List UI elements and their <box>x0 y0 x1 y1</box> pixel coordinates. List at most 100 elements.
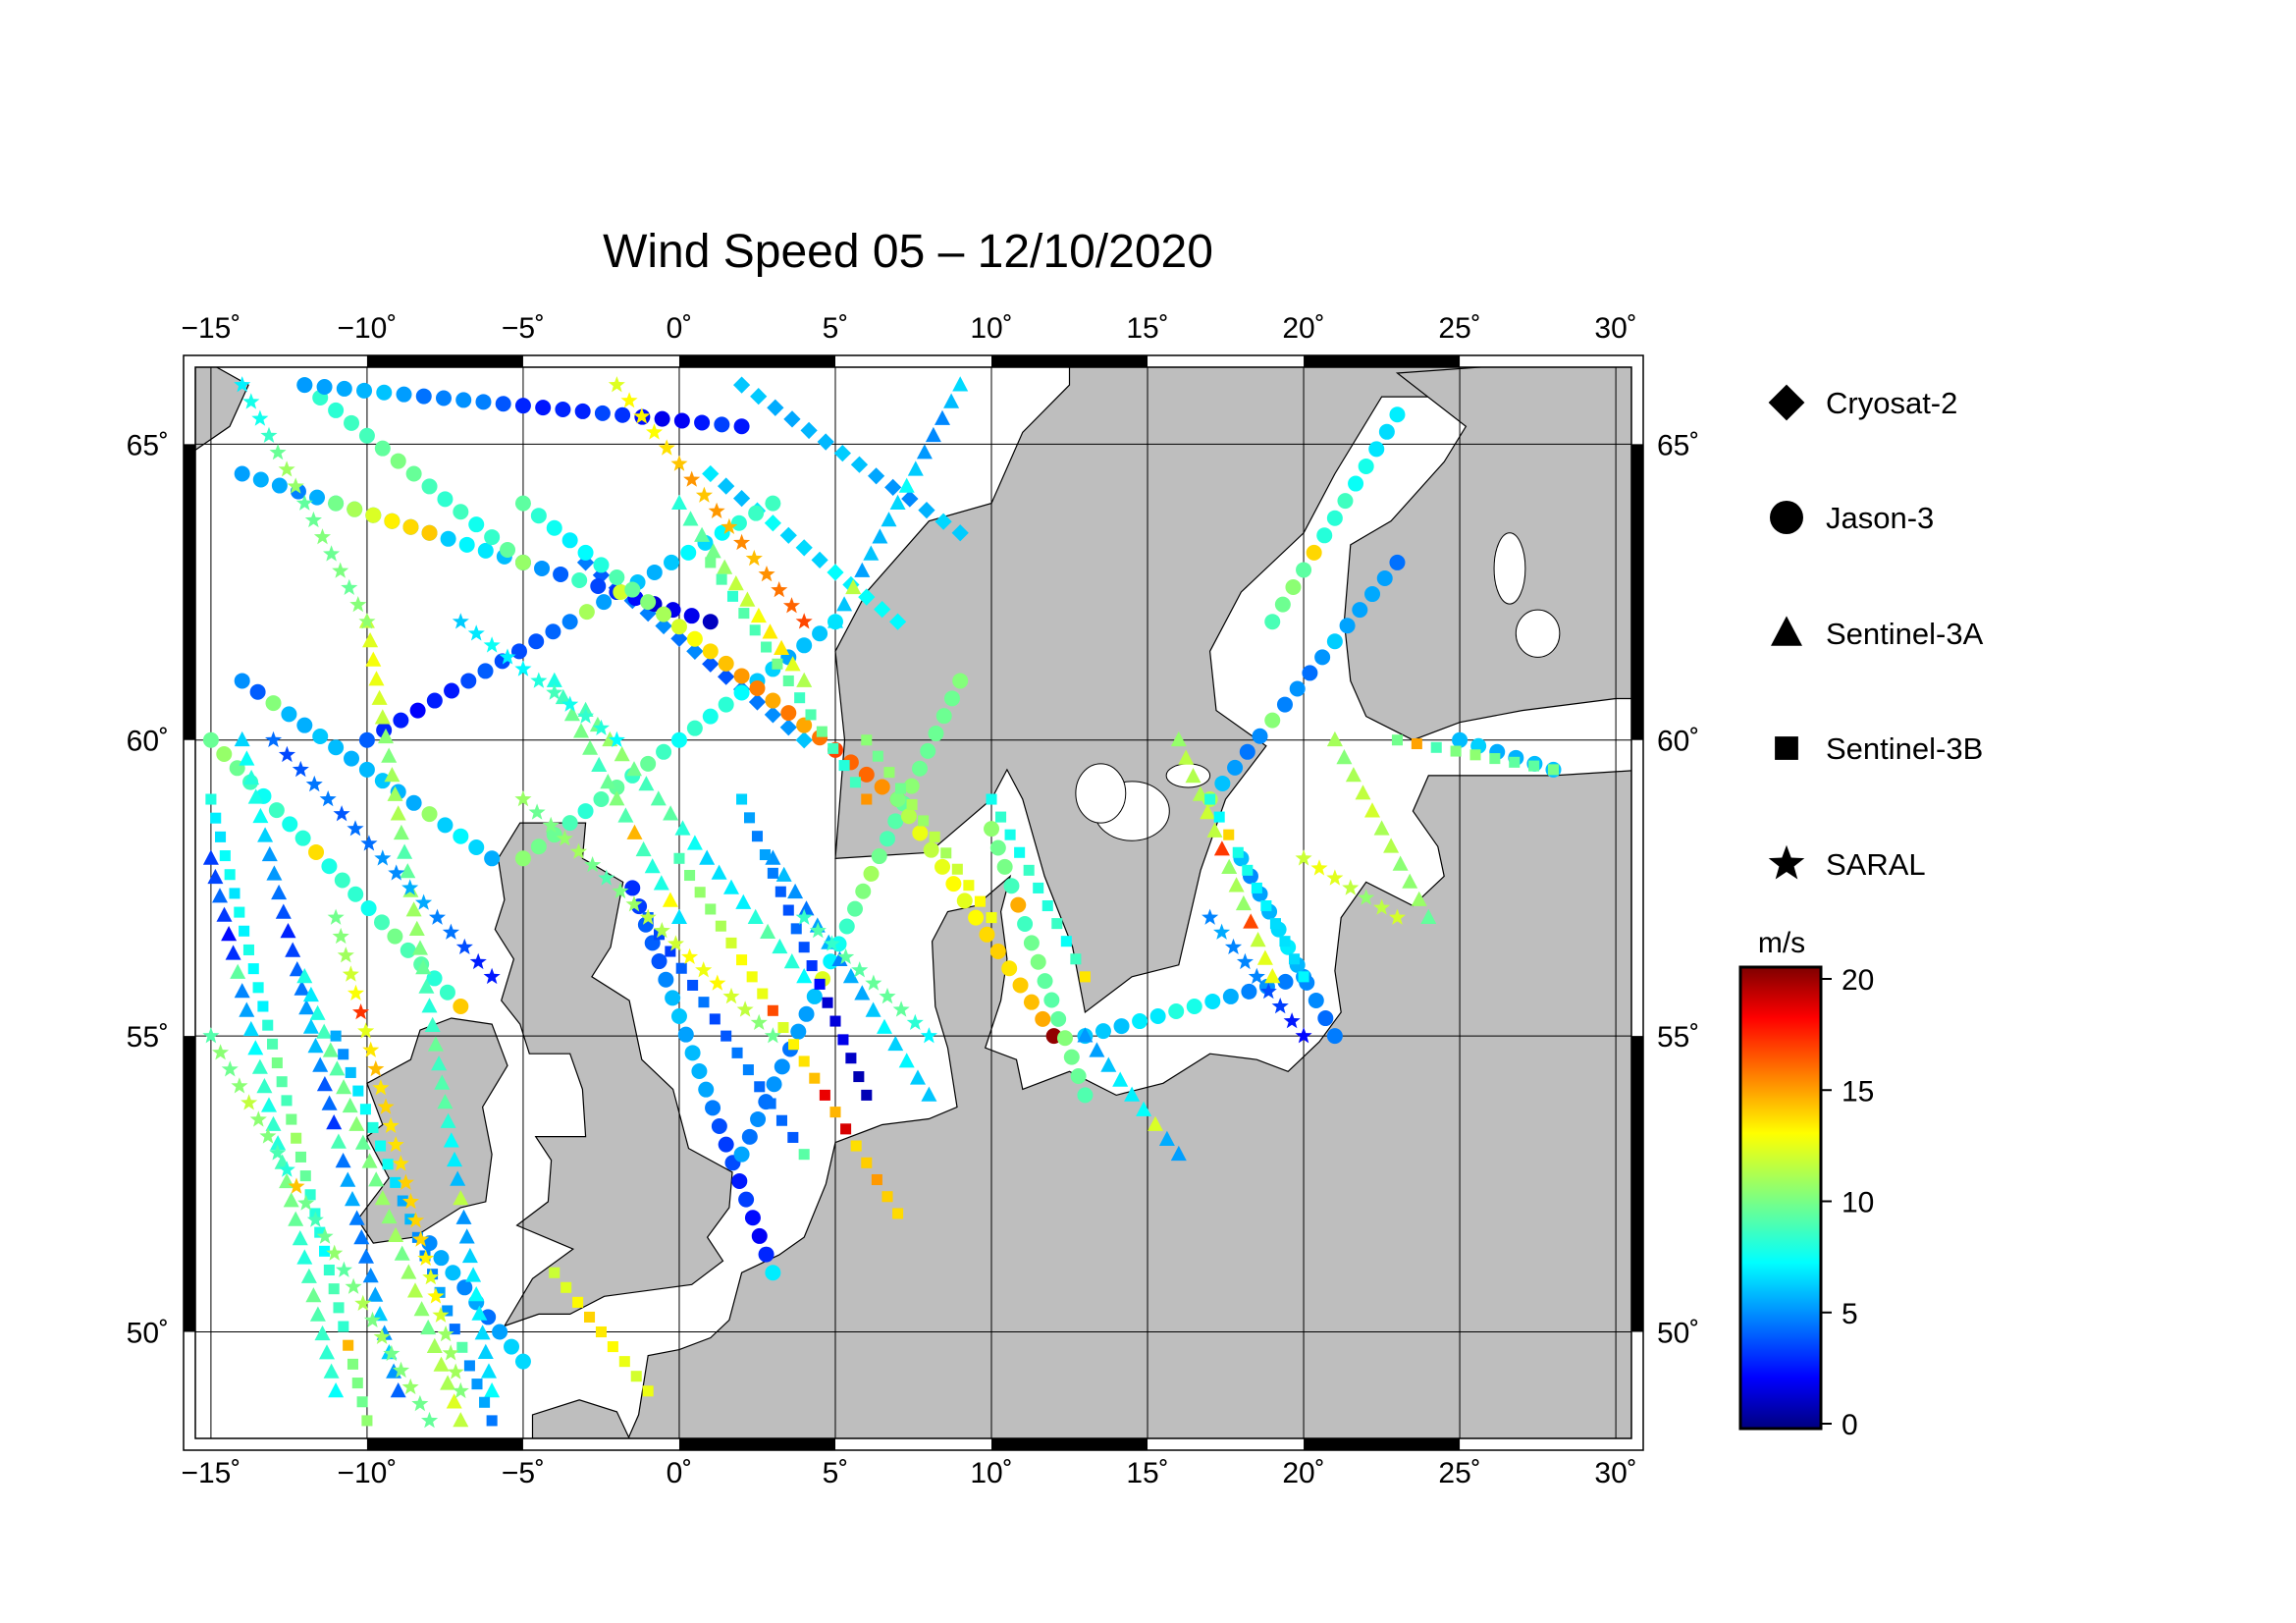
obs-0-2-0 <box>733 376 751 394</box>
legend-icon-sentinel-3b <box>1775 736 1798 760</box>
obs-1-3-11 <box>347 886 364 902</box>
obs-1-4-14 <box>596 594 613 611</box>
obs-1-9-19 <box>673 412 690 429</box>
obs-2-0-9 <box>387 785 403 801</box>
obs-4-2-10 <box>297 1194 315 1211</box>
obs-4-1-25 <box>452 1381 469 1399</box>
obs-4-0-8 <box>374 849 392 866</box>
obs-1-6-14 <box>733 668 750 684</box>
obs-2-2-3 <box>614 746 630 762</box>
obs-2-0-19 <box>418 978 435 994</box>
obs-1-2-4 <box>358 427 375 444</box>
obs-3-2-12 <box>798 1055 810 1067</box>
obs-4-1-18 <box>417 1249 435 1266</box>
obs-1-1-15 <box>468 839 485 855</box>
obs-1-9-15 <box>594 405 611 421</box>
obs-4-2-2 <box>221 1060 239 1077</box>
obs-3-3-12 <box>829 1015 841 1027</box>
obs-1-7-20 <box>758 1246 774 1263</box>
obs-2-7-2 <box>212 888 228 903</box>
obs-2-8-5 <box>591 756 608 772</box>
obs-3-10-10 <box>974 895 986 907</box>
obs-0-2-1 <box>750 388 768 406</box>
obs-0-0-8 <box>702 655 720 673</box>
obs-4-7-0 <box>608 376 625 393</box>
obs-3-0-2 <box>215 831 227 842</box>
obs-3-2-4 <box>715 920 726 932</box>
obs-1-0-0 <box>234 465 250 482</box>
obs-3-5-8 <box>642 1385 654 1397</box>
obs-3-1-0 <box>330 1030 342 1042</box>
lake-2 <box>1515 609 1561 658</box>
obs-1-10-6 <box>956 893 973 909</box>
obs-2-1-29 <box>367 1286 384 1302</box>
obs-4-1-3 <box>342 965 359 982</box>
obs-1-9-18 <box>654 410 670 427</box>
x-tick-top-8: 25˚ <box>1438 312 1480 345</box>
bottom-bar-7 <box>1304 1438 1461 1450</box>
x-tick-bottom-9: 30˚ <box>1594 1457 1636 1489</box>
colorbar: m/s 0 5 10 15 20 <box>1738 927 1874 1441</box>
obs-3-10-4 <box>906 798 918 811</box>
obs-2-1-3 <box>247 788 264 804</box>
y-tick-right-0: 50˚ <box>1657 1318 1699 1350</box>
obs-3-1-7 <box>382 1159 394 1170</box>
obs-1-7-7 <box>670 1008 687 1025</box>
obs-1-5-12 <box>702 708 719 725</box>
obs-1-11-8 <box>1037 973 1053 990</box>
obs-2-1-22 <box>335 1153 351 1168</box>
obs-1-1-12 <box>421 806 438 823</box>
obs-2-0-28 <box>447 1151 462 1167</box>
obs-3-6-5 <box>1251 882 1262 893</box>
obs-1-6-12 <box>702 643 719 660</box>
obs-3-4-10 <box>816 726 828 737</box>
obs-1-11-10 <box>1050 1010 1067 1027</box>
obs-2-2-18 <box>796 968 813 984</box>
obs-0-1-4 <box>764 514 781 532</box>
obs-1-14-12 <box>1352 602 1368 619</box>
legend-label-sentinel-3b: Sentinel-3B <box>1826 731 1983 766</box>
obs-2-1-28 <box>362 1268 379 1283</box>
colorbar-tick-label-3: 15 <box>1842 1075 1874 1108</box>
obs-3-2-7 <box>746 971 758 983</box>
obs-2-1-20 <box>326 1114 343 1130</box>
obs-3-1-18 <box>463 1360 475 1372</box>
obs-4-3-7 <box>612 882 629 899</box>
legend-label-cryosat-2: Cryosat-2 <box>1826 386 1957 420</box>
obs-2-9-8 <box>1228 877 1245 893</box>
obs-3-7-1 <box>995 811 1007 823</box>
obs-4-1-9 <box>372 1079 390 1096</box>
obs-2-1-18 <box>316 1076 333 1092</box>
obs-0-0-12 <box>764 706 781 724</box>
obs-4-9-0 <box>1295 849 1312 866</box>
obs-2-2-6 <box>650 790 667 806</box>
obs-1-10-1 <box>900 808 917 825</box>
obs-1-9-10 <box>495 396 511 412</box>
obs-1-1-14 <box>453 828 469 844</box>
obs-2-0-26 <box>440 1112 456 1128</box>
obs-4-2-14 <box>335 1261 352 1277</box>
map-border-outer <box>183 354 1644 1451</box>
lake-4 <box>1165 763 1211 788</box>
obs-2-10-5 <box>1373 820 1390 836</box>
obs-1-11-12 <box>1063 1049 1080 1065</box>
obs-3-2-14 <box>819 1089 830 1101</box>
obs-4-7-4 <box>658 439 675 456</box>
obs-3-0-25 <box>323 1264 335 1276</box>
legend-label-jason-3: Jason-3 <box>1826 501 1934 535</box>
obs-2-10-3 <box>1355 784 1371 800</box>
obs-2-3-12 <box>898 1053 915 1068</box>
obs-2-8-12 <box>653 875 669 891</box>
obs-1-3-0 <box>202 731 219 748</box>
obs-3-0-21 <box>304 1189 316 1201</box>
obs-3-5-7 <box>630 1371 642 1382</box>
obs-3-2-15 <box>829 1107 841 1118</box>
obs-2-9-12 <box>1256 949 1273 965</box>
obs-3-8-7 <box>1528 760 1540 772</box>
obs-3-8-1 <box>1411 737 1422 750</box>
obs-4-0-14 <box>455 938 473 954</box>
obs-3-6-9 <box>1288 953 1301 965</box>
obs-1-14-3 <box>1239 743 1255 760</box>
obs-2-11-5 <box>1136 1101 1152 1116</box>
